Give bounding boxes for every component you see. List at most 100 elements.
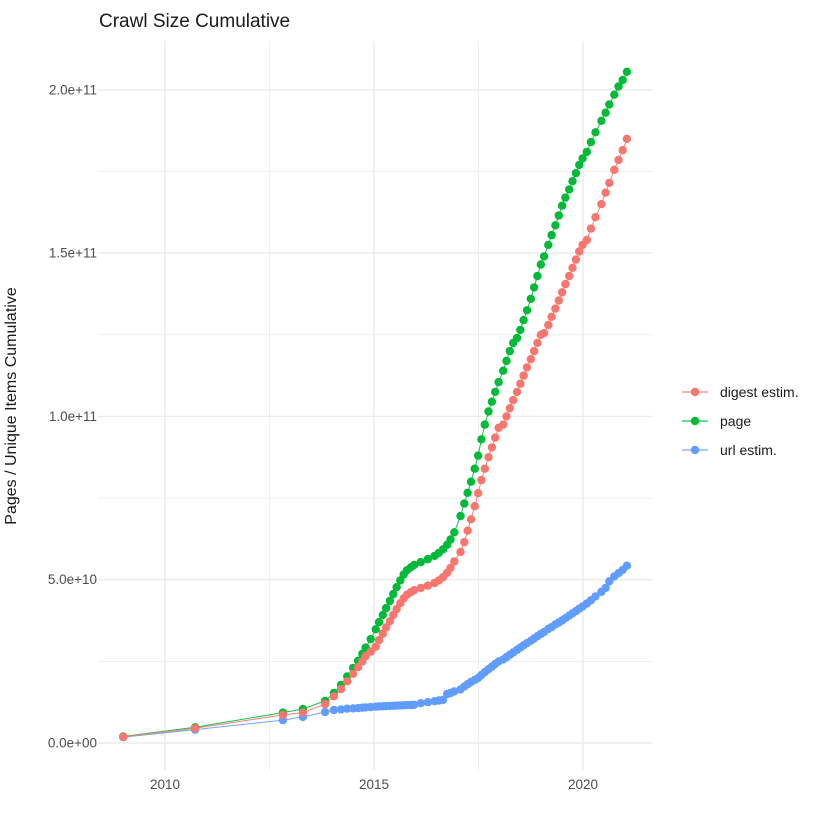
data-point xyxy=(416,557,425,567)
y-axis-tick-labels: 0.0e+00 5.0e+10 1.0e+11 1.5e+11 2.0e+11 xyxy=(48,82,97,750)
data-point xyxy=(423,698,433,707)
plot-title: Crawl Size Cumulative xyxy=(99,11,290,32)
data-point xyxy=(618,75,627,85)
data-point xyxy=(568,177,577,186)
legend-key-dot xyxy=(690,416,700,426)
data-point xyxy=(561,279,570,289)
data-point xyxy=(487,397,497,406)
data-point xyxy=(499,366,508,375)
data-point xyxy=(533,271,542,281)
y-tick-label: 5.0e+10 xyxy=(48,572,97,587)
data-point xyxy=(622,561,632,570)
data-point xyxy=(473,489,483,498)
data-point xyxy=(544,240,553,250)
data-point xyxy=(539,252,549,261)
data-point xyxy=(494,377,503,387)
data-point xyxy=(516,379,525,388)
legend-label: digest estim. xyxy=(720,384,799,400)
data-point xyxy=(539,328,549,338)
data-point xyxy=(484,453,493,462)
data-point xyxy=(526,294,535,303)
data-point xyxy=(353,663,363,672)
data-point xyxy=(343,677,352,686)
data-point xyxy=(565,185,574,194)
data-point xyxy=(371,625,380,634)
data-point xyxy=(450,557,459,566)
data-point xyxy=(554,211,563,220)
series-url-estim xyxy=(119,561,632,742)
data-point xyxy=(561,193,570,202)
data-point xyxy=(522,306,532,315)
data-point xyxy=(547,230,556,240)
legend-label: url estim. xyxy=(720,442,777,458)
data-point xyxy=(477,435,486,444)
data-point xyxy=(491,387,500,397)
data-point xyxy=(557,201,567,210)
data-point xyxy=(378,629,387,638)
data-point xyxy=(622,134,632,143)
data-point xyxy=(329,705,339,715)
data-point xyxy=(343,704,352,713)
data-point xyxy=(582,235,591,245)
data-point xyxy=(463,488,472,497)
data-point xyxy=(484,407,493,416)
data-point xyxy=(509,395,518,405)
data-point xyxy=(586,137,596,147)
data-point xyxy=(385,596,395,606)
data-point xyxy=(438,695,448,705)
data-point xyxy=(416,583,425,593)
data-point xyxy=(348,669,358,678)
data-point xyxy=(512,333,522,343)
data-point xyxy=(374,618,384,627)
data-point xyxy=(502,356,511,366)
data-point xyxy=(601,188,610,197)
data-point xyxy=(477,475,486,485)
data-point xyxy=(586,224,596,233)
data-point xyxy=(519,315,528,325)
data-point xyxy=(597,199,606,209)
series-line-url-estim xyxy=(123,565,628,738)
y-tick-label: 0.0e+00 xyxy=(48,736,97,751)
y-axis-title: Pages / Unique Items Cumulative xyxy=(3,287,20,525)
data-point xyxy=(591,213,600,222)
legend-key-dot xyxy=(690,445,700,455)
data-point xyxy=(622,67,632,77)
data-point xyxy=(505,404,514,413)
y-tick-label: 1.0e+11 xyxy=(49,409,97,424)
data-point xyxy=(499,420,508,429)
data-point xyxy=(529,346,539,356)
legend: digest estim. page url estim. xyxy=(682,384,799,458)
data-point xyxy=(551,221,560,230)
data-point xyxy=(480,420,489,429)
data-point xyxy=(568,263,577,272)
x-axis-tick-labels: 2010 2015 2020 xyxy=(150,777,598,792)
data-point xyxy=(470,502,479,511)
data-point xyxy=(336,705,346,714)
data-point xyxy=(329,692,339,701)
data-point xyxy=(371,642,380,651)
data-point xyxy=(456,547,465,557)
data-point xyxy=(614,82,623,91)
data-point xyxy=(298,708,308,717)
data-point xyxy=(610,90,619,99)
data-point xyxy=(557,288,567,297)
data-point xyxy=(381,603,391,613)
data-point xyxy=(366,634,375,644)
data-point xyxy=(575,247,584,256)
data-point xyxy=(614,155,623,165)
legend-item: digest estim. xyxy=(682,384,799,400)
legend-item: url estim. xyxy=(682,442,777,458)
data-point xyxy=(536,260,545,269)
data-point xyxy=(392,583,401,592)
data-point xyxy=(591,592,600,601)
data-point xyxy=(522,363,532,372)
data-point xyxy=(597,116,606,126)
data-point xyxy=(456,511,465,521)
data-point xyxy=(526,355,535,364)
data-point xyxy=(605,100,614,109)
data-point xyxy=(460,537,469,547)
data-point xyxy=(409,700,419,709)
data-point xyxy=(336,684,346,694)
data-point xyxy=(519,371,528,380)
